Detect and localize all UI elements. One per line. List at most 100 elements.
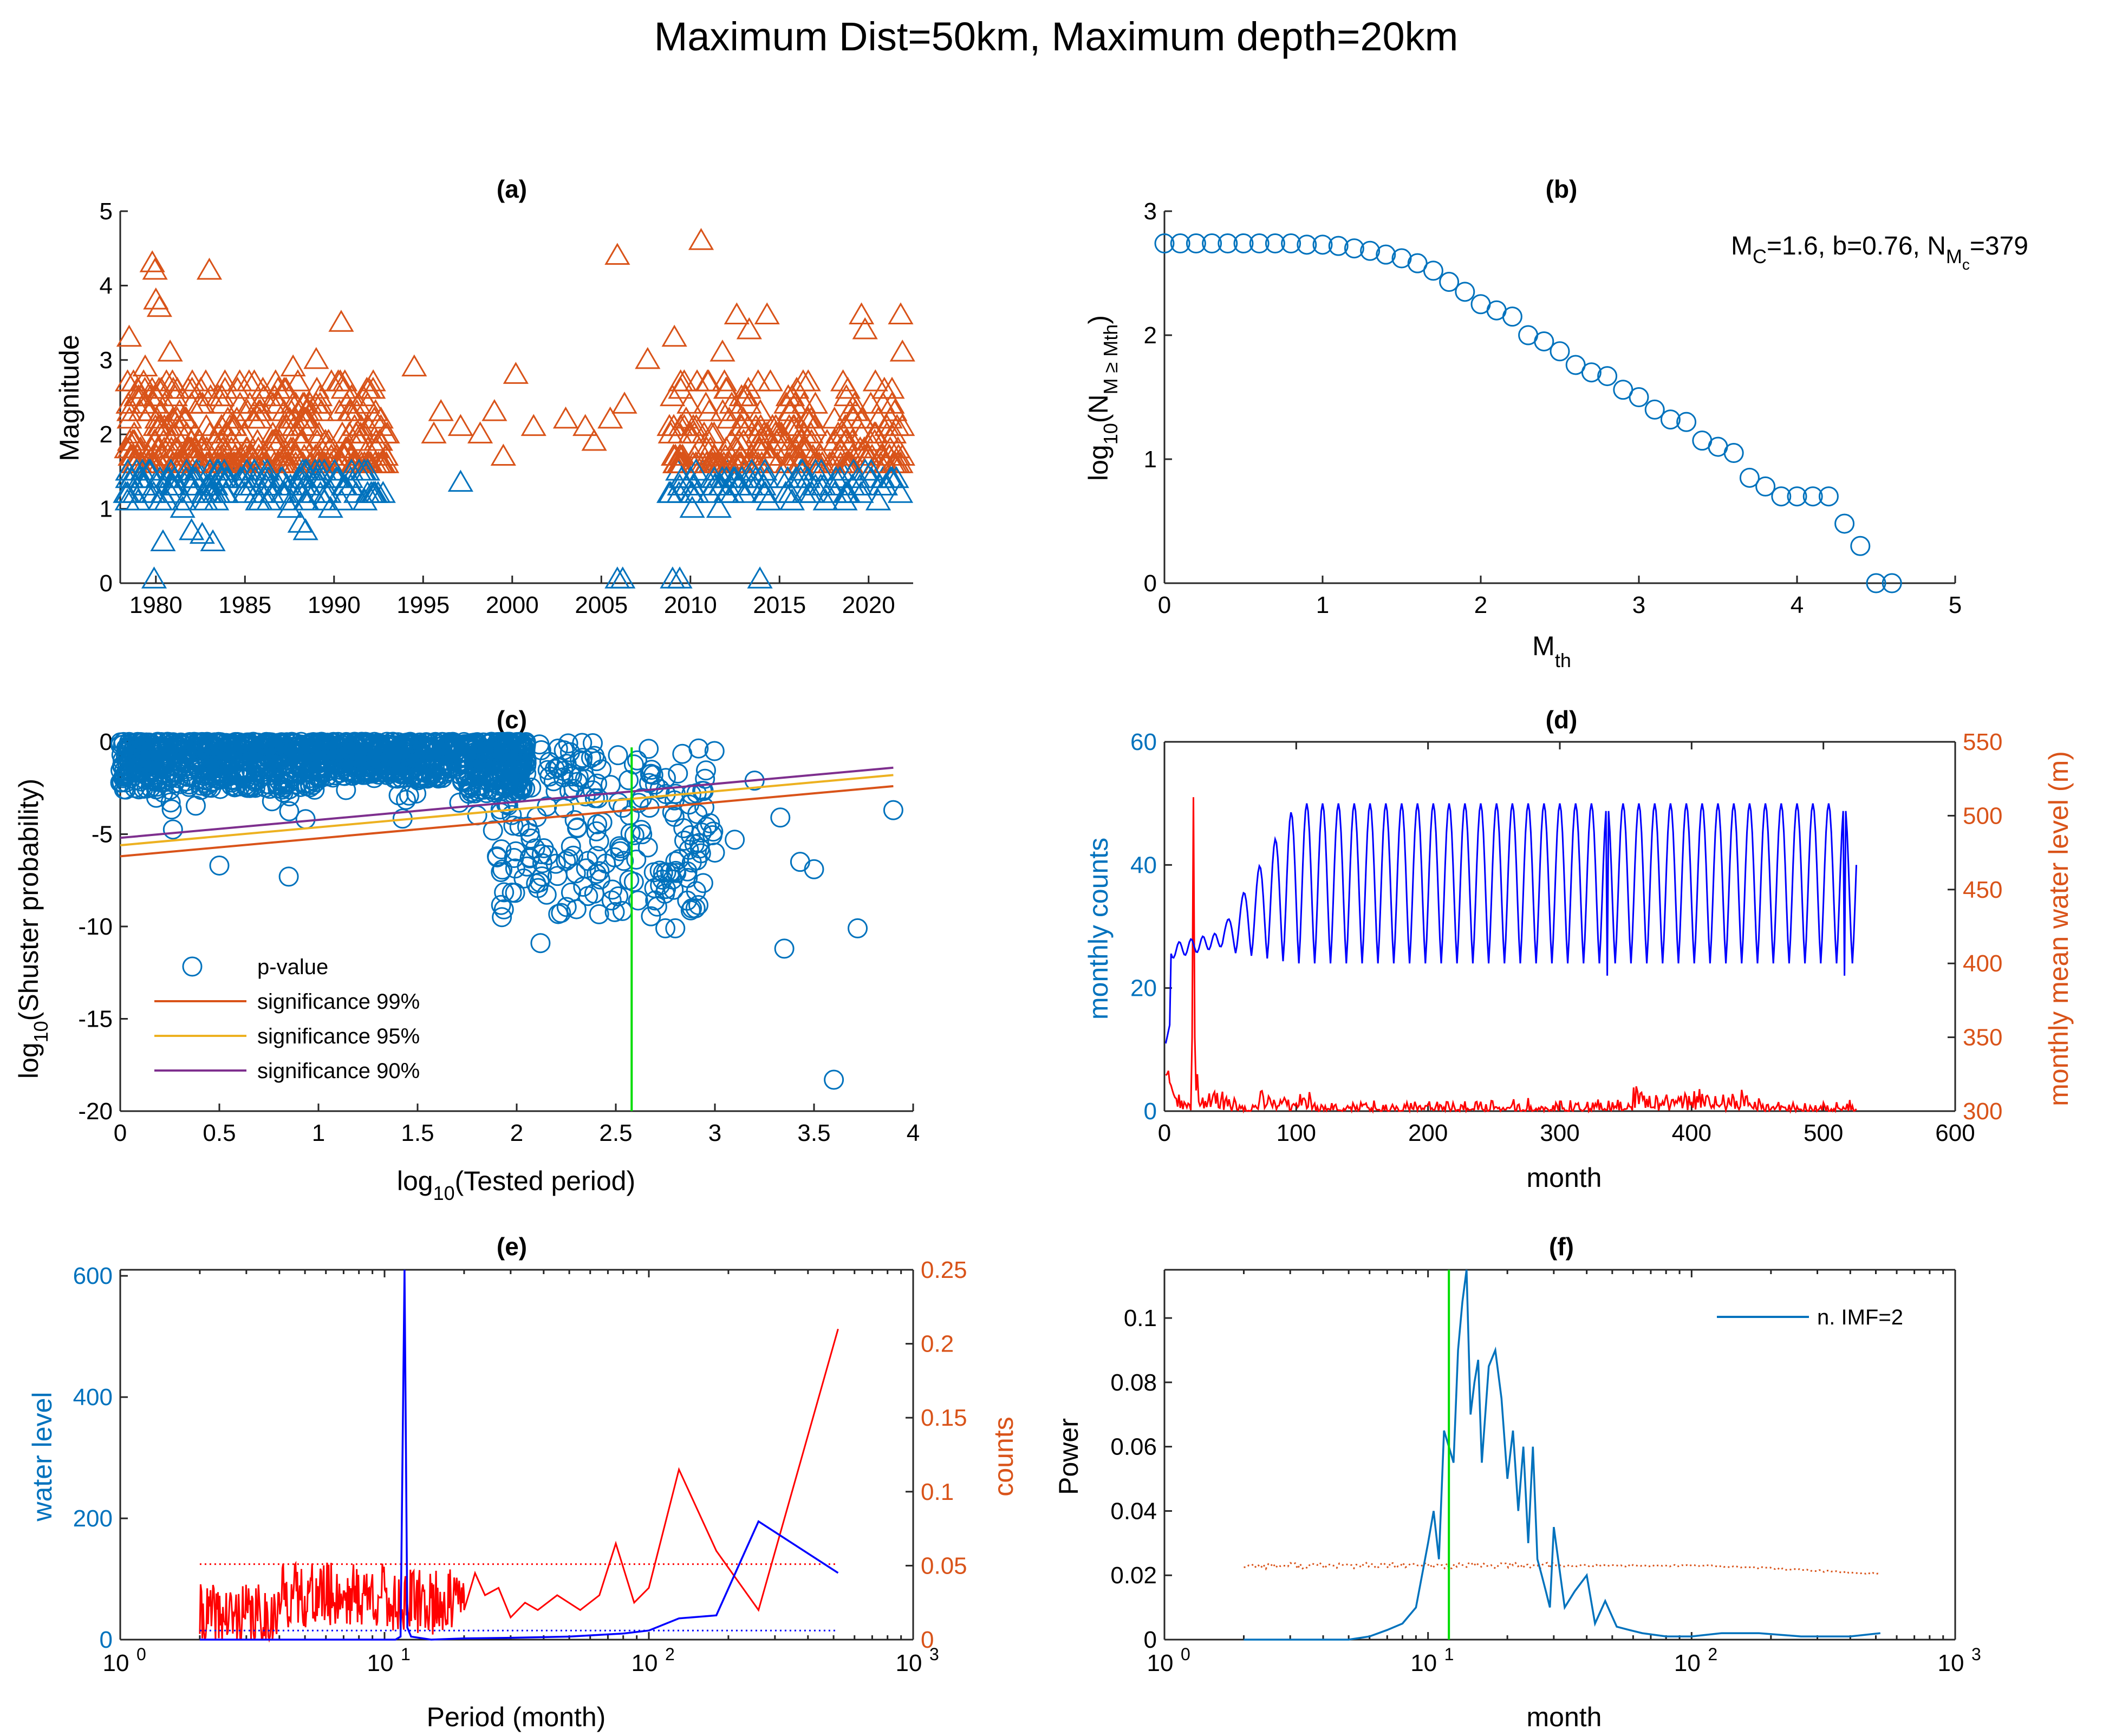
p-value-point [492, 907, 512, 928]
triangle-marker-below-mc [178, 518, 205, 540]
p-value-point [604, 902, 625, 922]
triangle-marker-below-mc [756, 488, 782, 511]
triangle-marker-above-mc [731, 406, 757, 429]
p-value-point [483, 820, 503, 841]
p-value-point [449, 792, 470, 813]
panel-c-title: (c) [497, 706, 527, 734]
p-value-point [467, 781, 488, 801]
p-value-point [693, 873, 713, 893]
p-value-point [232, 749, 252, 770]
p-value-point [565, 863, 586, 884]
legend-label: significance 90% [257, 1059, 420, 1083]
data-point [1581, 362, 1602, 383]
p-value-point [324, 758, 344, 779]
x-tick-label: 100 [1277, 1120, 1316, 1146]
triangle-marker-above-mc [206, 421, 232, 443]
triangle-marker-above-mc [747, 414, 774, 436]
triangle-marker-below-mc [834, 481, 860, 503]
triangle-marker-above-mc [178, 391, 205, 414]
triangle-marker-below-mc [678, 466, 704, 488]
triangle-marker-below-mc [737, 466, 763, 488]
triangle-marker-above-mc [881, 421, 907, 443]
triangle-marker-above-mc [728, 384, 754, 407]
triangle-marker-above-mc [701, 443, 728, 466]
triangle-marker-below-mc [714, 481, 740, 503]
triangle-marker-below-mc [313, 481, 339, 503]
triangle-marker-above-mc [775, 384, 801, 407]
panel-d-xlabel: month [1527, 1163, 1602, 1193]
triangle-marker-below-mc [292, 518, 318, 540]
triangle-marker-below-mc [300, 481, 327, 503]
triangle-marker-below-mc [115, 458, 141, 481]
p-value-point [627, 750, 647, 771]
p-value-point [620, 805, 640, 826]
triangle-marker-above-mc [285, 369, 311, 391]
imf-power-line [1244, 1269, 1880, 1641]
triangle-marker-below-mc [847, 473, 873, 495]
p-value-point [770, 807, 791, 828]
data-point [1186, 233, 1206, 254]
p-value-point [289, 738, 310, 759]
figure-suptitle: Maximum Dist=50km, Maximum depth=20km [654, 14, 1459, 59]
triangle-marker-above-mc [852, 317, 878, 340]
p-value-point [498, 795, 518, 816]
p-value-point [302, 743, 322, 763]
significance-line [120, 774, 894, 846]
triangle-marker-above-mc [210, 391, 236, 414]
triangle-marker-above-mc [790, 369, 816, 391]
triangle-marker-above-mc [727, 443, 753, 466]
triangle-marker-below-mc [332, 473, 359, 495]
p-value-point [224, 762, 245, 782]
y-tick-label: 40 [1130, 852, 1157, 878]
triangle-marker-above-mc [139, 250, 165, 272]
p-value-point [668, 763, 688, 784]
triangle-marker-below-mc [447, 469, 473, 492]
x-tick-exponent: 3 [1971, 1644, 1981, 1664]
y-tick-label-right: 300 [1963, 1098, 2002, 1125]
p-value-point [704, 741, 725, 761]
triangle-marker-below-mc [183, 458, 210, 481]
x-tick-label: 2005 [575, 592, 628, 618]
triangle-marker-above-mc [196, 257, 223, 280]
p-value-point [582, 733, 603, 754]
triangle-marker-above-mc [604, 243, 630, 265]
triangle-marker-above-mc [884, 451, 911, 473]
panel-b: (b) Mth log10(NM ≥ Mth) MC=1.6, b=0.76, … [1083, 175, 2028, 671]
triangle-marker-above-mc [346, 428, 372, 451]
p-value-point [608, 745, 628, 766]
triangle-marker-above-mc [865, 406, 891, 429]
y-tick-label: 0 [1144, 1098, 1157, 1125]
data-point [1328, 236, 1349, 256]
x-tick-label: 1 [1316, 592, 1329, 618]
triangle-marker-below-mc [777, 481, 803, 503]
x-tick-label: 600 [1935, 1120, 1975, 1146]
y-tick-label-right: 500 [1963, 802, 2002, 829]
data-point [1629, 387, 1649, 407]
svg-text:log10(NM ≥ Mth): log10(NM ≥ Mth) [1083, 315, 1122, 481]
data-point [1297, 234, 1317, 255]
triangle-marker-above-mc [240, 406, 266, 429]
triangle-marker-above-mc [233, 436, 259, 459]
p-value-point [310, 768, 331, 788]
triangle-marker-above-mc [776, 399, 803, 421]
significance-line [1244, 1561, 1881, 1575]
triangle-marker-below-mc [872, 473, 899, 495]
triangle-marker-above-mc [187, 428, 213, 451]
data-point [1866, 573, 1886, 593]
triangle-marker-above-mc [116, 399, 142, 421]
x-tick-exponent: 2 [1708, 1644, 1717, 1664]
p-value-point [824, 1069, 844, 1090]
panel-c-ylabel: log10(Shuster probability) [14, 779, 52, 1079]
x-tick-label: 2000 [486, 592, 539, 618]
p-value-point [470, 779, 491, 800]
triangle-marker-above-mc [814, 428, 840, 451]
p-value-point [804, 859, 824, 879]
triangle-marker-above-mc [335, 436, 361, 459]
triangle-marker-above-mc [832, 428, 858, 451]
panel-d-ylabel-left: monthly counts [1083, 838, 1114, 1020]
p-value-point [202, 759, 223, 780]
p-value-point [602, 879, 623, 900]
p-value-point [345, 756, 366, 776]
triangle-marker-above-mc [849, 406, 875, 429]
triangle-marker-below-mc [194, 473, 220, 495]
